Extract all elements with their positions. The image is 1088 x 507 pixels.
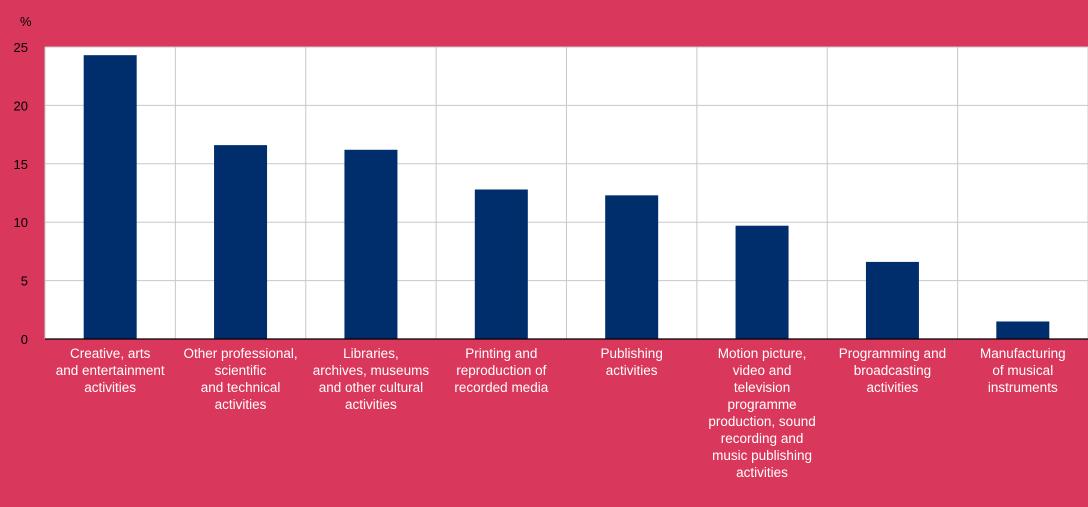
y-tick-label: 20 [14,98,28,113]
x-tick-label: Other professional, scientific and technic… [184,346,298,412]
bar [735,225,789,339]
x-tick-labels: Creative, arts and entertainment activitie… [56,346,1066,480]
vertical-gridlines [44,47,1088,339]
bar [344,149,398,339]
x-tick-label: Creative, arts and entertainment activitie… [56,346,165,395]
bars [83,55,1050,340]
bar [605,195,659,339]
y-tick-label: 5 [21,274,28,289]
bar [865,261,919,339]
x-tick-label: Motion picture, video and television progra… [708,346,815,480]
x-tick-label: Programming and broadcasting activities [839,346,946,395]
y-tick-label: 25 [14,40,28,55]
y-unit-label: % [20,14,32,29]
bar [83,55,137,340]
y-tick-label: 10 [14,215,28,230]
y-tick-labels: 0 5 10 15 20 25 [14,40,28,347]
x-tick-label: Printing and reproduction of recorded medi… [454,346,548,395]
x-tick-label: Manufacturing of musical instruments [980,346,1066,395]
x-tick-label: Publishing activities [601,346,663,378]
bar [996,321,1050,339]
y-tick-label: 15 [14,157,28,172]
bar [214,145,268,339]
bar [474,189,528,339]
x-tick-label: Libraries, archives, museums and other cul… [313,346,430,412]
y-tick-label: 0 [21,332,28,347]
